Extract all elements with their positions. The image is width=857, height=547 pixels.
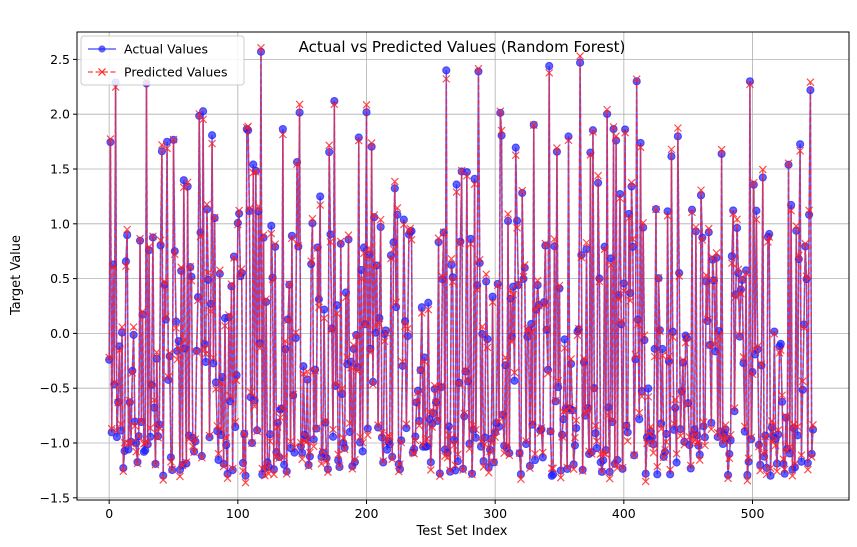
actual-point — [564, 132, 573, 141]
actual-point — [201, 357, 210, 367]
y-tick-label: 2.5 — [50, 52, 70, 67]
y-axis-label: Target Value — [9, 235, 24, 316]
y-tick-label: 1.0 — [50, 216, 70, 231]
actual-point — [615, 189, 625, 199]
actual-point — [399, 215, 408, 224]
x-axis-label: Test Set Index — [416, 524, 508, 539]
actual-point — [538, 453, 547, 462]
actual-point — [228, 466, 237, 475]
actual-point — [208, 131, 217, 140]
actual-point — [424, 298, 433, 307]
actual-point — [488, 292, 497, 301]
actual-point — [442, 66, 451, 75]
actual-point — [510, 376, 519, 385]
actual-point — [796, 140, 805, 149]
actual-point — [462, 167, 471, 177]
actual-point — [548, 470, 558, 479]
y-tick-label: 2.0 — [50, 107, 70, 122]
y-tick-label: −0.5 — [40, 381, 70, 396]
chart-title: Actual vs Predicted Values (Random Fores… — [299, 38, 626, 56]
legend: Actual Values Predicted Values — [80, 35, 245, 86]
actual-point — [653, 470, 662, 479]
y-tick-label: −1.5 — [40, 490, 70, 505]
actual-point — [592, 444, 601, 453]
legend-actual-marker — [98, 45, 106, 53]
actual-point — [635, 415, 644, 424]
legend-actual-label: Actual Values — [124, 42, 208, 57]
actual-point — [672, 458, 681, 467]
y-tick-label: 1.5 — [50, 162, 70, 177]
y-tick-label: −1.0 — [40, 436, 70, 451]
actual-point — [776, 339, 785, 348]
y-tick-label: 0.5 — [50, 271, 70, 286]
x-tick-label: 500 — [741, 506, 765, 521]
actual-point — [545, 61, 554, 71]
y-tick-label: 0.0 — [50, 326, 70, 341]
actual-point — [358, 447, 367, 456]
actual-point — [451, 466, 460, 475]
actual-point — [332, 301, 342, 310]
actual-point — [402, 423, 411, 433]
actual-point — [422, 442, 432, 451]
actual-point — [452, 180, 461, 189]
actual-point — [644, 384, 653, 393]
x-tick-label: 400 — [612, 506, 636, 521]
x-tick-label: 300 — [483, 506, 507, 521]
actual-point — [560, 335, 569, 344]
actual-point — [179, 176, 188, 185]
actual-point — [511, 143, 520, 152]
actual-point — [530, 455, 540, 465]
actual-point — [267, 221, 276, 230]
actual-point — [316, 192, 325, 201]
actual-point — [198, 107, 208, 116]
actual-point — [278, 124, 287, 134]
x-tick-label: 100 — [226, 506, 250, 521]
actual-point — [112, 432, 121, 442]
x-tick-label: 0 — [105, 506, 113, 521]
actual-point — [328, 432, 338, 441]
x-tick-label: 200 — [355, 506, 379, 521]
actual-point — [290, 448, 299, 457]
actual-point — [444, 422, 453, 431]
legend-predicted-label: Predicted Values — [124, 65, 228, 80]
actual-point — [527, 319, 536, 329]
